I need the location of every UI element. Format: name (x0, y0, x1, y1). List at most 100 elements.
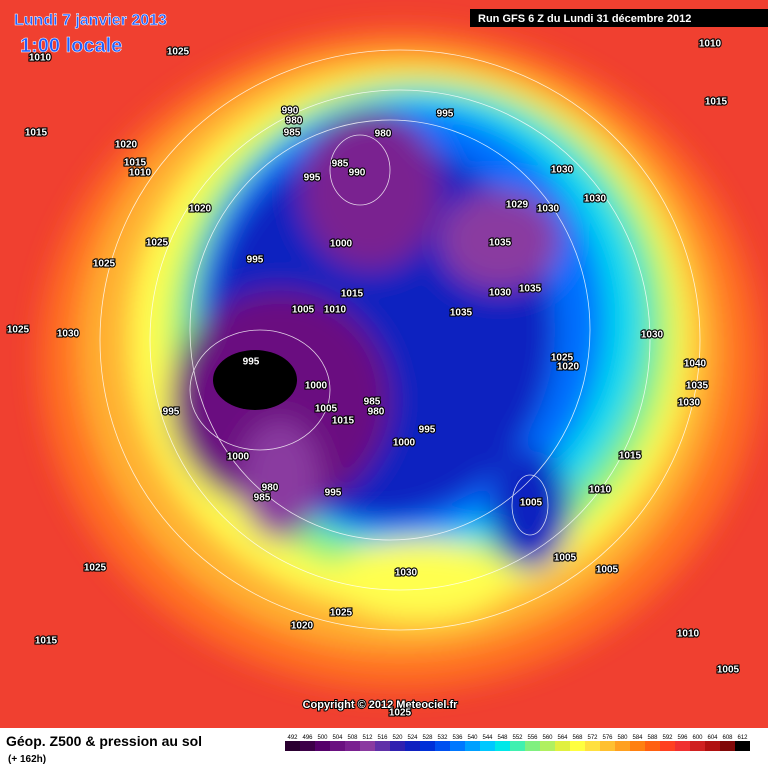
legend-swatch (420, 741, 435, 751)
copyright: Copyright © 2012 Meteociel.fr (303, 699, 459, 711)
isobar-label: 995 (243, 357, 260, 368)
legend-label: 504 (332, 735, 343, 741)
isobar-label: 1015 (619, 451, 642, 462)
isobar-label: 1015 (35, 636, 58, 647)
legend-swatch (630, 741, 645, 751)
isobar-label: 1005 (520, 498, 543, 509)
legend-swatch (690, 741, 705, 751)
legend-label: 540 (467, 735, 478, 741)
legend-swatch (435, 741, 450, 751)
legend-label: 560 (542, 735, 553, 741)
isobar-label: 985 (254, 493, 271, 504)
legend-label: 552 (512, 735, 523, 741)
isobar-label: 1025 (167, 47, 190, 58)
legend-swatch (570, 741, 585, 751)
isobar-label: 1030 (551, 165, 574, 176)
legend-swatch (600, 741, 615, 751)
isobar-label: 1015 (705, 97, 728, 108)
isobar-label: 1005 (292, 305, 315, 316)
isobar-label: 1020 (291, 621, 314, 632)
legend-swatch (675, 741, 690, 751)
legend-swatch (720, 741, 735, 751)
isobar-label: 1000 (227, 452, 250, 463)
legend-swatch (300, 741, 315, 751)
legend-swatch (360, 741, 375, 751)
isobar-label: 1020 (115, 140, 138, 151)
isobar-label: 1025 (84, 563, 107, 574)
run-label: Run GFS 6 Z du Lundi 31 décembre 2012 (478, 13, 691, 25)
legend-swatch (450, 741, 465, 751)
isobar-label: 1030 (641, 330, 664, 341)
isobar-label: 1005 (717, 665, 740, 676)
isobar-label: 1025 (330, 608, 353, 619)
legend-label: 572 (587, 735, 598, 741)
legend-label: 588 (647, 735, 658, 741)
legend-label: 496 (302, 735, 313, 741)
isobar-label: 1010 (324, 305, 347, 316)
legend-label: 500 (317, 735, 328, 741)
legend-label: 532 (437, 735, 448, 741)
isobar-label: 980 (368, 407, 385, 418)
isobar-label: 1015 (332, 416, 355, 427)
z500-field (0, 0, 768, 728)
legend-label: 604 (707, 735, 718, 741)
isobar-label: 985 (364, 397, 381, 408)
legend-label: 516 (377, 735, 388, 741)
isobar-label: 1025 (389, 708, 412, 719)
isobar-label: 990 (349, 168, 366, 179)
legend-swatch (645, 741, 660, 751)
run-banner (470, 9, 768, 27)
isobar-label: 980 (262, 483, 279, 494)
isobar-label: 1010 (699, 39, 722, 50)
legend-label: 524 (407, 735, 418, 741)
isobar-label: 1025 (7, 325, 30, 336)
isobar-label: 1010 (129, 168, 152, 179)
isobar-label: 995 (419, 425, 436, 436)
legend-swatch (405, 741, 420, 751)
isobar-label: 1025 (146, 238, 169, 249)
legend-swatch (510, 741, 525, 751)
legend-label: 600 (692, 735, 703, 741)
isobar-label: 1005 (315, 404, 338, 415)
isobar-label: 1010 (29, 53, 52, 64)
isobar-label: 1029 (506, 200, 529, 211)
isobar-label: 1030 (584, 194, 607, 205)
isobar-label: 1035 (450, 308, 473, 319)
legend-label: 568 (572, 735, 583, 741)
isobar-label: 1015 (124, 158, 147, 169)
legend-swatch (390, 741, 405, 751)
legend-label: 580 (617, 735, 628, 741)
legend-label: 608 (722, 735, 733, 741)
legend-swatch (480, 741, 495, 751)
legend-label: 520 (392, 735, 403, 741)
isobar-label: 1005 (596, 565, 619, 576)
legend-label: 528 (422, 735, 433, 741)
isobar-label: 985 (284, 128, 301, 139)
legend-label: 564 (557, 735, 568, 741)
isobar-label: 990 (282, 106, 299, 117)
isobar-label: 980 (286, 116, 303, 127)
isobar-label: 980 (375, 129, 392, 140)
isobar-label: 995 (163, 407, 180, 418)
legend-label: 508 (347, 735, 358, 741)
isobar-label: 1035 (686, 381, 709, 392)
isobar-label: 1030 (678, 398, 701, 409)
legend-swatch (315, 741, 330, 751)
isobar-label: 1030 (537, 204, 560, 215)
caption: Géop. Z500 & pression au sol (6, 733, 202, 749)
isobar-label: 1020 (557, 362, 580, 373)
isobar-label: 1010 (677, 629, 700, 640)
isobar-label: 1020 (189, 204, 212, 215)
isobar-label: 1015 (25, 128, 48, 139)
isobar-label: 1000 (393, 438, 416, 449)
legend-label: 556 (527, 735, 538, 741)
legend-swatch (555, 741, 570, 751)
isobar-label: 995 (304, 173, 321, 184)
legend-swatch (660, 741, 675, 751)
legend-swatch (330, 741, 345, 751)
legend-label: 536 (452, 735, 463, 741)
lead-time: (+ 162h) (8, 754, 46, 765)
legend-label: 548 (497, 735, 508, 741)
isobar-label: 1000 (330, 239, 353, 250)
